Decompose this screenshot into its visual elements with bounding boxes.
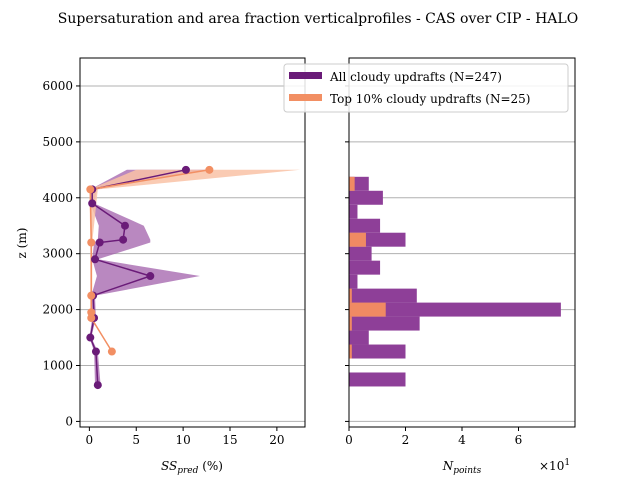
- bar-top: [349, 232, 366, 247]
- left-points: [86, 165, 214, 390]
- right-x-ticks: 0 2 4 6: [345, 427, 522, 447]
- left-x-tick-label: 20: [269, 433, 284, 447]
- right-x-tick-label: 4: [458, 433, 466, 447]
- point-all: [95, 238, 104, 247]
- bar-all: [349, 302, 561, 317]
- point-all: [121, 221, 129, 230]
- bar-all: [349, 330, 369, 345]
- left-y-tick-label: 3000: [42, 247, 73, 261]
- line-top: [89, 169, 210, 352]
- legend: All cloudy updrafts (N=247) Top 10% clou…: [283, 63, 569, 113]
- left-x-axis-label: SSpred (%): [161, 459, 223, 476]
- left-y-tick-label: 1000: [42, 359, 73, 373]
- point-all: [91, 255, 99, 264]
- left-subplot: 0 5 10 15 20 0 1000 2000 3000 4000 5000 6000 SSpre…: [15, 57, 306, 476]
- bar-all: [349, 344, 406, 359]
- left-bands: [89, 169, 301, 386]
- point-all: [91, 347, 100, 356]
- right-bars: [349, 176, 561, 387]
- legend-label-top: Top 10% cloudy updrafts (N=25): [330, 92, 530, 106]
- left-y-axis-label: z (m): [15, 228, 29, 259]
- point-all: [86, 333, 95, 342]
- point-top: [87, 238, 96, 247]
- left-x-tick-label: 10: [175, 433, 190, 447]
- figure-title: Supersaturation and area fraction vertic…: [58, 11, 578, 27]
- bar-top: [349, 302, 386, 317]
- bar-all: [349, 288, 417, 303]
- bar-all: [349, 274, 358, 289]
- left-axes-frame: [79, 57, 306, 428]
- right-x-tick-label: 0: [345, 433, 353, 447]
- bar-all: [349, 218, 381, 233]
- bar-top: [349, 344, 352, 359]
- bar-top: [349, 176, 355, 191]
- band-top: [89, 169, 301, 352]
- bar-all: [349, 204, 358, 219]
- legend-label-all: All cloudy updrafts (N=247): [329, 70, 502, 84]
- left-y-tick-label: 6000: [42, 79, 73, 93]
- right-subplot: 0 2 4 6 Npoints ×101: [345, 57, 576, 476]
- left-y-tick-label: 4000: [42, 191, 73, 205]
- left-y-tick-label: 2000: [42, 303, 73, 317]
- right-y-ticks: [345, 85, 349, 422]
- point-all: [181, 165, 190, 174]
- bar-top: [349, 316, 352, 331]
- legend-swatch-top: [289, 94, 322, 101]
- point-top: [87, 308, 96, 317]
- bar-all: [349, 372, 406, 387]
- bar-all: [349, 190, 383, 205]
- legend-swatch-all: [289, 72, 322, 79]
- left-y-ticks: 0 1000 2000 3000 4000 5000 6000: [42, 79, 80, 428]
- point-top: [86, 185, 95, 194]
- left-x-tick-label: 0: [86, 433, 94, 447]
- left-y-tick-label: 0: [65, 414, 73, 428]
- bar-all: [349, 260, 381, 275]
- bar-all: [349, 316, 420, 331]
- legend-box: [283, 63, 569, 113]
- left-x-ticks: 0 5 10 15 20: [86, 427, 285, 447]
- bar-top: [349, 288, 352, 303]
- bar-all: [349, 246, 372, 261]
- left-x-tick-label: 15: [222, 433, 237, 447]
- point-all: [146, 272, 155, 281]
- left-y-tick-label: 5000: [42, 135, 73, 149]
- right-x-axis-label: Npoints: [442, 459, 482, 476]
- point-top: [87, 291, 96, 300]
- right-gridlines: [349, 85, 575, 422]
- point-top: [205, 165, 214, 174]
- point-all: [88, 199, 97, 208]
- point-top: [87, 313, 96, 322]
- point-all: [93, 381, 102, 390]
- left-x-tick-label: 5: [132, 433, 140, 447]
- right-x-tick-label: 2: [402, 433, 410, 447]
- point-all: [119, 235, 128, 244]
- point-top: [107, 347, 116, 356]
- left-gridlines: [80, 85, 305, 422]
- right-offset-text: ×101: [539, 458, 570, 473]
- right-x-tick-label: 6: [515, 433, 523, 447]
